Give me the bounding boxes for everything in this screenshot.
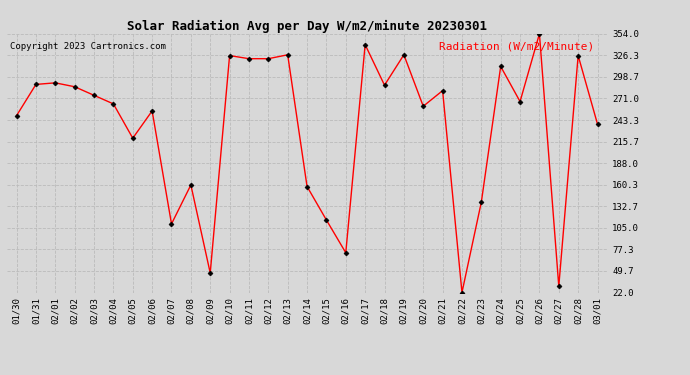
Title: Solar Radiation Avg per Day W/m2/minute 20230301: Solar Radiation Avg per Day W/m2/minute … xyxy=(127,20,487,33)
Text: Copyright 2023 Cartronics.com: Copyright 2023 Cartronics.com xyxy=(10,42,166,51)
Text: Radiation (W/m2/Minute): Radiation (W/m2/Minute) xyxy=(439,42,594,51)
